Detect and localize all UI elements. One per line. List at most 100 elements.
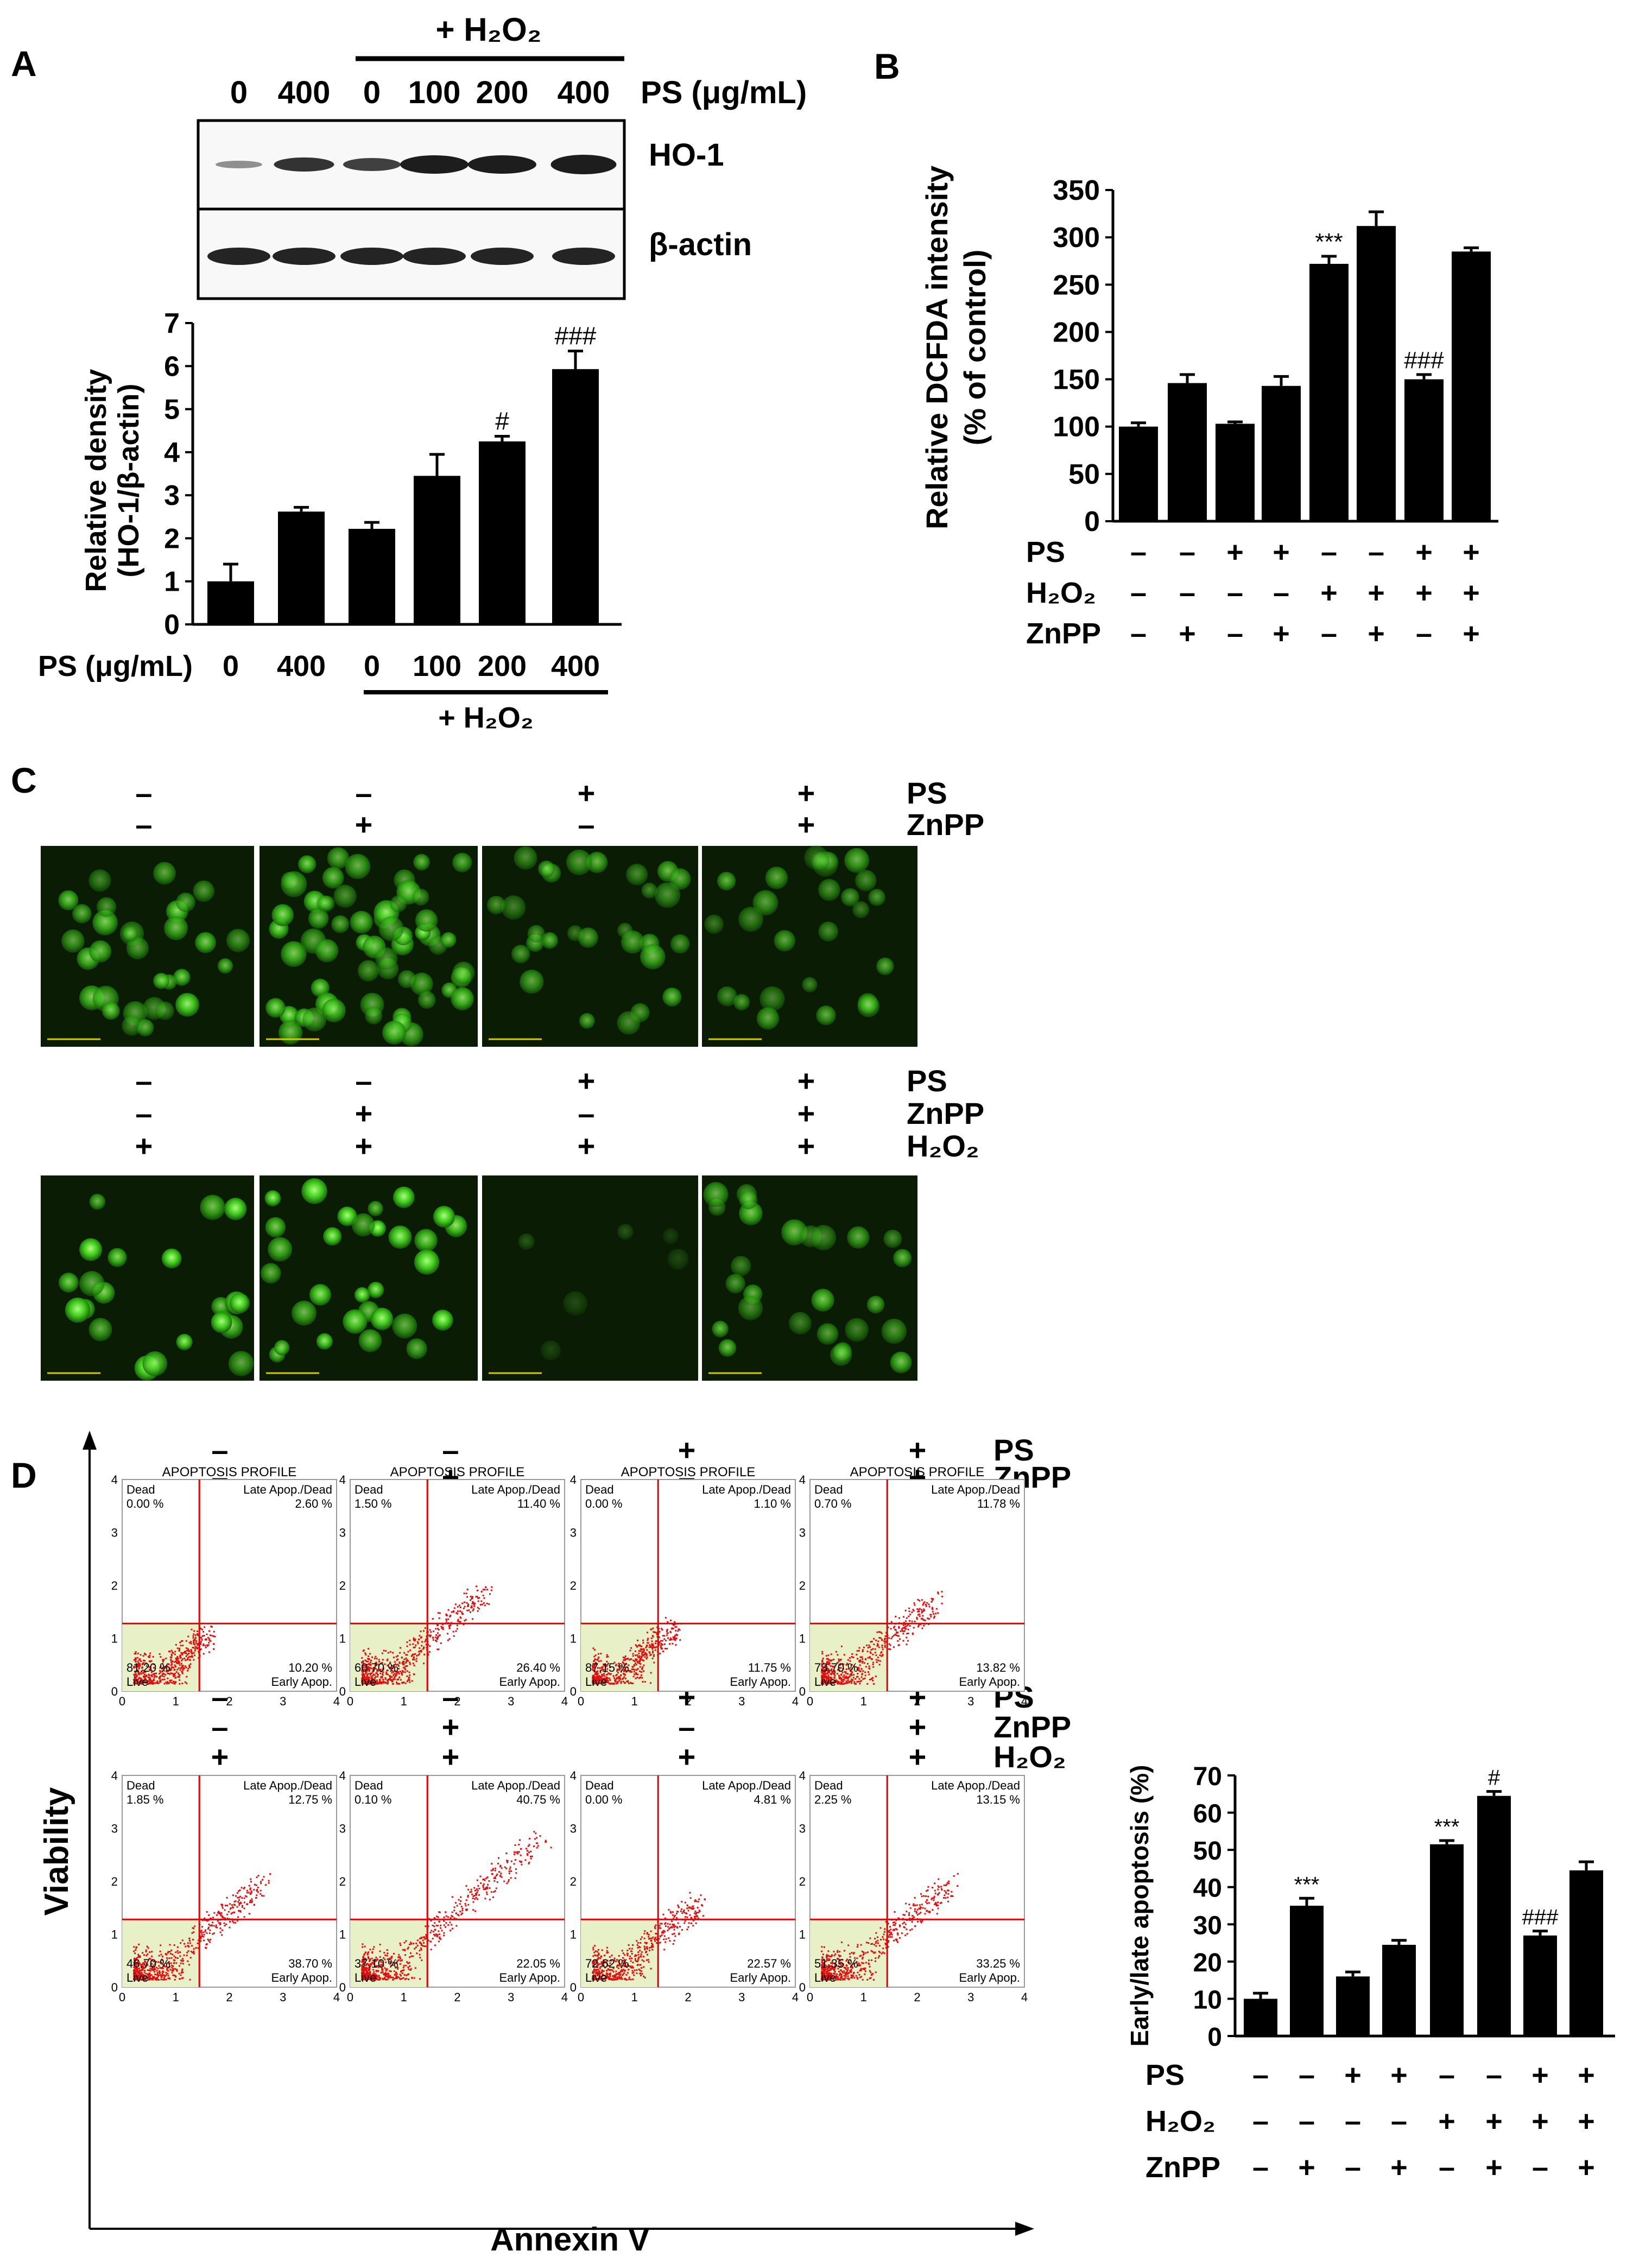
event-dot — [400, 1679, 402, 1680]
event-dot — [186, 1683, 187, 1684]
event-dot — [624, 1954, 625, 1956]
event-dot — [659, 1927, 661, 1929]
event-dot — [174, 1669, 175, 1671]
event-dot — [440, 1927, 441, 1929]
event-dot — [258, 1875, 259, 1876]
event-dot — [448, 1609, 450, 1611]
event-dot — [475, 1889, 477, 1891]
quadrant-dead-value: 0.00 % — [585, 1793, 623, 1806]
plot-x-tick: 3 — [280, 1990, 286, 2004]
event-dot — [678, 1933, 680, 1935]
event-dot — [686, 1907, 688, 1909]
event-dot — [409, 1649, 411, 1651]
event-dot — [465, 1903, 466, 1905]
cell — [617, 1224, 633, 1240]
quadrant-late-value: 2.60 % — [295, 1497, 333, 1510]
event-dot — [932, 1607, 933, 1609]
y-axis-label: Relative density — [80, 369, 112, 592]
event-dot — [433, 1630, 434, 1632]
event-dot — [384, 1977, 385, 1979]
bar — [1216, 423, 1255, 521]
event-dot — [182, 1977, 184, 1978]
event-dot — [167, 1952, 169, 1953]
event-dot — [899, 1937, 901, 1939]
event-dot — [419, 1950, 421, 1951]
event-dot — [423, 1630, 425, 1632]
event-dot — [477, 1590, 478, 1591]
event-dot — [653, 1662, 655, 1664]
event-dot — [477, 1885, 479, 1887]
event-dot — [872, 1662, 874, 1664]
event-dot — [918, 1624, 920, 1626]
event-dot — [174, 1654, 176, 1655]
event-dot — [844, 1950, 845, 1951]
event-dot — [639, 1964, 641, 1966]
event-dot — [867, 1663, 869, 1665]
event-dot — [241, 1887, 243, 1888]
event-dot — [646, 1645, 648, 1646]
event-dot — [866, 1645, 868, 1646]
event-dot — [208, 1940, 210, 1942]
event-dot — [429, 1645, 431, 1647]
event-dot — [656, 1640, 657, 1642]
event-dot — [663, 1638, 665, 1640]
event-dot — [636, 1972, 638, 1974]
event-dot — [434, 1929, 436, 1931]
event-dot — [173, 1681, 174, 1683]
event-dot — [244, 1907, 245, 1909]
event-dot — [483, 1595, 484, 1596]
event-dot — [422, 1648, 424, 1649]
panel-c: C ––++PS–+–+ZnPP––++PS–+–+ZnPP++++H₂O₂ — [0, 749, 1652, 1401]
cell — [726, 1274, 745, 1293]
event-dot — [403, 1652, 405, 1654]
event-dot — [472, 1619, 473, 1620]
condition-sign: + — [442, 1710, 460, 1744]
event-dot — [606, 1947, 608, 1949]
condition-sign: – — [1130, 617, 1147, 650]
event-dot — [476, 1585, 477, 1587]
event-dot — [477, 1892, 478, 1893]
event-dot — [641, 1936, 643, 1938]
event-dot — [229, 1903, 231, 1905]
plot-y-tick: 0 — [339, 1981, 346, 1994]
event-dot — [945, 1897, 946, 1899]
event-dot — [414, 1977, 415, 1978]
event-dot — [488, 1603, 490, 1605]
quadrant-live-label: Live — [814, 1675, 836, 1689]
event-dot — [535, 1832, 536, 1834]
event-dot — [416, 1655, 417, 1657]
plot-y-tick: 0 — [570, 1981, 577, 1994]
event-dot — [853, 1681, 855, 1683]
event-dot — [180, 1652, 182, 1654]
event-dot — [864, 1672, 866, 1673]
event-dot — [539, 1835, 541, 1837]
plot-x-tick: 1 — [631, 1990, 638, 2004]
event-dot — [474, 1911, 476, 1912]
event-dot — [398, 1677, 400, 1678]
event-dot — [177, 1950, 179, 1952]
event-dot — [881, 1639, 883, 1640]
event-dot — [630, 1647, 632, 1649]
event-dot — [154, 1677, 155, 1678]
event-dot — [624, 1978, 626, 1980]
event-dot — [662, 1914, 664, 1915]
event-dot — [652, 1628, 654, 1629]
cell — [200, 1195, 225, 1220]
event-dot — [533, 1831, 535, 1832]
event-dot — [831, 1653, 832, 1655]
event-dot — [644, 1681, 646, 1683]
event-dot — [135, 1947, 137, 1949]
event-dot — [404, 1683, 406, 1684]
condition-sign: + — [909, 1710, 927, 1744]
event-dot — [212, 1917, 214, 1918]
event-dot — [182, 1963, 184, 1964]
event-dot — [408, 1978, 409, 1980]
plot-y-tick: 4 — [570, 1769, 577, 1782]
event-dot — [660, 1640, 662, 1642]
event-dot — [928, 1604, 929, 1605]
bar — [1309, 264, 1349, 521]
event-dot — [655, 1649, 656, 1651]
event-dot — [877, 1660, 879, 1661]
event-dot — [856, 1681, 858, 1683]
